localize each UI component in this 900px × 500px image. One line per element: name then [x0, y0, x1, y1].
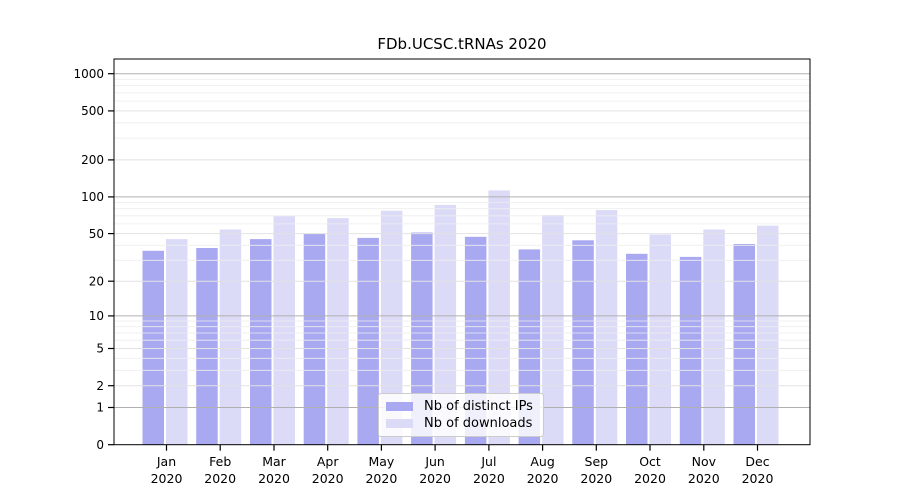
y-tick-label: 10: [89, 309, 104, 323]
legend-item-downloads: Nb of downloads: [386, 415, 535, 432]
bar-downloads-jul: [488, 190, 510, 445]
legend: Nb of distinct IPs Nb of downloads: [378, 393, 544, 437]
legend-swatch-downloads: [386, 419, 413, 428]
x-tick-label-year: 2020: [634, 471, 666, 486]
bar-distinct-ips-apr: [303, 233, 326, 445]
bar-distinct-ips-dec: [733, 244, 755, 445]
x-tick-label-year: 2020: [527, 471, 559, 486]
bar-distinct-ips-jul: [464, 236, 487, 445]
bar-distinct-ips-oct: [626, 253, 648, 445]
bar-downloads-jun: [434, 204, 457, 445]
x-tick-label-year: 2020: [742, 471, 774, 486]
bar-distinct-ips-mar: [250, 239, 272, 445]
bar-downloads-oct: [649, 234, 671, 445]
y-tick-label: 5: [96, 342, 104, 356]
bar-distinct-ips-may: [357, 237, 379, 445]
bar-distinct-ips-jun: [411, 232, 433, 445]
legend-item-distinct-ips: Nb of distinct IPs: [386, 398, 535, 415]
x-tick-label-year: 2020: [419, 471, 451, 486]
x-tick-label-year: 2020: [688, 471, 720, 486]
bar-downloads-aug: [542, 215, 564, 445]
bar-downloads-apr: [327, 218, 349, 445]
x-tick-label-month: Dec: [745, 454, 769, 469]
x-tick-label-month: Oct: [639, 454, 661, 469]
y-tick-label: 100: [81, 190, 104, 204]
x-tick-label-year: 2020: [312, 471, 344, 486]
y-tick-label: 0: [96, 438, 104, 452]
y-tick-label: 2: [96, 379, 104, 393]
bar-downloads-feb: [219, 229, 242, 445]
bar-distinct-ips-jan: [142, 250, 164, 445]
x-tick-label-year: 2020: [473, 471, 505, 486]
legend-label-downloads: Nb of downloads: [424, 416, 533, 431]
y-tick-label: 1: [96, 401, 104, 415]
x-tick-label-year: 2020: [151, 471, 183, 486]
bar-downloads-dec: [757, 225, 779, 445]
bar-downloads-jan: [166, 239, 188, 445]
x-tick-label-month: Mar: [262, 454, 286, 469]
y-tick-label: 200: [81, 153, 104, 167]
x-tick-label-year: 2020: [365, 471, 397, 486]
bar-distinct-ips-sep: [572, 240, 594, 445]
x-tick-label-month: Jun: [424, 454, 445, 469]
x-tick-label-month: Nov: [692, 454, 717, 469]
x-tick-label-year: 2020: [204, 471, 236, 486]
chart-title: FDb.UCSC.tRNAs 2020: [377, 35, 547, 53]
x-tick-label-month: Jul: [480, 454, 496, 469]
x-tick-label-month: Sep: [585, 454, 609, 469]
bar-distinct-ips-feb: [196, 248, 218, 445]
x-tick-label-year: 2020: [580, 471, 612, 486]
y-tick-label: 1000: [73, 67, 104, 81]
bar-downloads-mar: [273, 215, 295, 445]
y-tick-label: 20: [89, 274, 104, 288]
legend-swatch-distinct-ips: [386, 402, 413, 411]
x-tick-label-month: Apr: [317, 454, 339, 469]
legend-label-distinct-ips: Nb of distinct IPs: [424, 399, 533, 414]
x-tick-label-month: Feb: [209, 454, 231, 469]
x-tick-label-month: Aug: [530, 454, 554, 469]
y-tick-label: 50: [89, 227, 104, 241]
bar-downloads-nov: [703, 229, 725, 445]
x-tick-label-month: Jan: [156, 454, 176, 469]
bar-distinct-ips-nov: [679, 256, 702, 445]
x-tick-label-year: 2020: [258, 471, 290, 486]
y-tick-label: 500: [81, 104, 104, 118]
plot-frame: [113, 58, 811, 446]
x-tick-label-month: May: [368, 454, 394, 469]
